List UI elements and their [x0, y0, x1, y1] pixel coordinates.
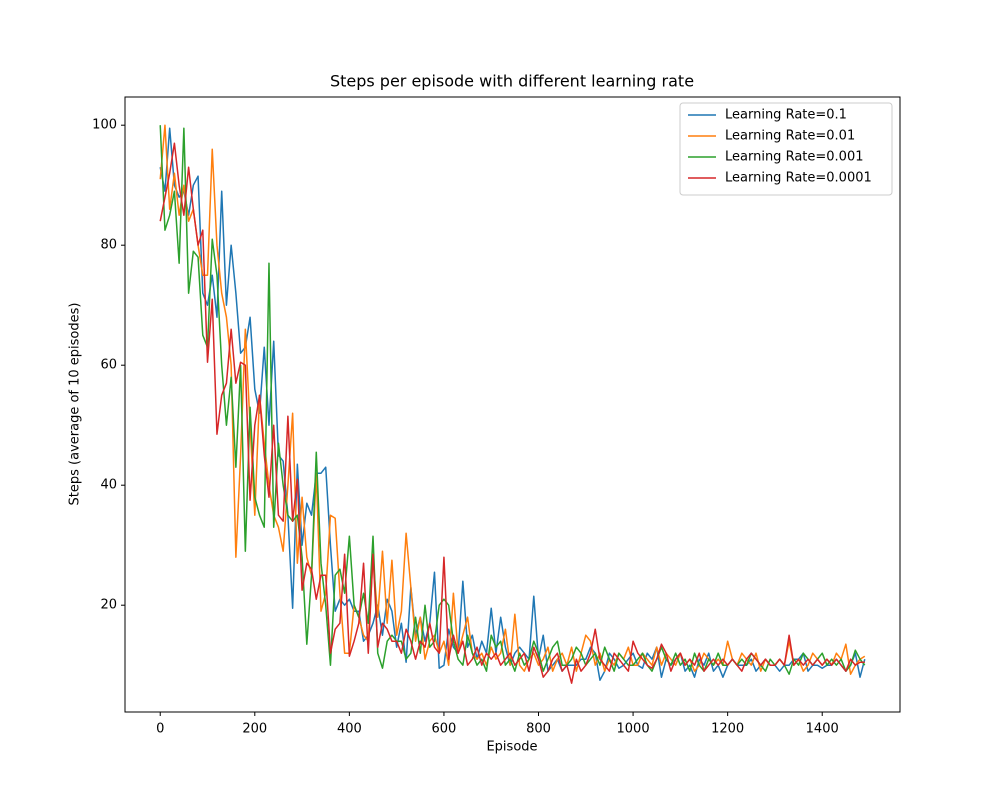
plot-frame — [124, 96, 901, 713]
y-tick-label: 40 — [100, 478, 117, 493]
x-tick-label: 800 — [526, 722, 551, 737]
legend-label: Learning Rate=0.1 — [725, 108, 847, 123]
legend-label: Learning Rate=0.001 — [725, 150, 864, 165]
y-axis-label: Steps (average of 10 episodes) — [68, 303, 83, 506]
x-tick-label: 1400 — [806, 722, 839, 737]
y-tick-label: 60 — [100, 358, 117, 373]
legend-label: Learning Rate=0.0001 — [725, 171, 872, 186]
series-line — [159, 125, 866, 675]
legend-label: Learning Rate=0.01 — [725, 129, 855, 144]
x-tick-label: 600 — [432, 722, 457, 737]
series-line — [159, 124, 866, 675]
y-tick-label: 80 — [100, 238, 117, 253]
chart-title: Steps per episode with different learnin… — [330, 72, 694, 91]
y-tick-label: 100 — [92, 118, 117, 133]
x-axis-label: Episode — [486, 740, 537, 755]
x-tick-label: 400 — [337, 722, 362, 737]
legend-box — [679, 102, 893, 196]
x-tick-label: 1200 — [711, 722, 744, 737]
x-tick-label: 0 — [156, 722, 164, 737]
y-tick-label: 20 — [100, 598, 117, 613]
x-tick-label: 1000 — [617, 722, 650, 737]
series-line — [159, 142, 865, 684]
x-tick-label: 200 — [242, 722, 267, 737]
